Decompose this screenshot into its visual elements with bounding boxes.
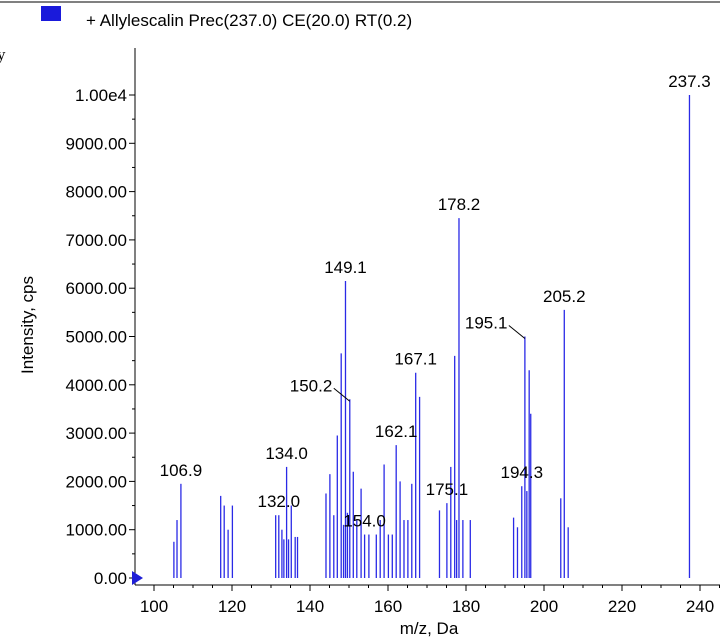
x-tick-label: 160 <box>374 597 402 616</box>
y-tick-label: 0.00 <box>94 569 127 588</box>
x-tick-label: 100 <box>140 597 168 616</box>
y-tick-label: 3000.00 <box>66 424 127 443</box>
y-tick-label: 5000.00 <box>66 328 127 347</box>
peak-label: 237.3 <box>668 72 711 91</box>
peak-label: 194.3 <box>500 463 543 482</box>
peak-label: 205.2 <box>543 287 586 306</box>
legend-swatch <box>41 6 61 21</box>
peak-label: 149.1 <box>324 258 367 277</box>
peak-label: 154.0 <box>343 512 386 531</box>
peak-label-leader <box>333 387 351 402</box>
x-axis-title: m/z, Da <box>400 619 459 638</box>
peak-label: 195.1 <box>465 314 508 333</box>
x-ticks: 100 120 140 160 180 200 220 240 <box>140 585 720 616</box>
peak-label: 162.1 <box>375 422 418 441</box>
peak-label: 167.1 <box>394 350 437 369</box>
peak-label: 150.2 <box>290 376 333 395</box>
legend: + Allylescalin Prec(237.0) CE(20.0) RT(0… <box>41 6 412 30</box>
peak-label-leader <box>508 325 526 339</box>
y-ticks: 0.00 1000.00 2000.00 3000.00 4000.00 5000.00 6… <box>66 86 135 588</box>
peak-label: 134.0 <box>265 444 308 463</box>
y-tick-label: 6000.00 <box>66 279 127 298</box>
legend-entry: + Allylescalin Prec(237.0) CE(20.0) RT(0… <box>86 11 412 30</box>
x-tick-label: 240 <box>686 597 714 616</box>
x-tick-label: 140 <box>296 597 324 616</box>
x-tick-label: 220 <box>608 597 636 616</box>
x-tick-label: 200 <box>530 597 558 616</box>
x-tick-label: 120 <box>218 597 246 616</box>
y-tick-label: 9000.00 <box>66 134 127 153</box>
peak-label: 178.2 <box>438 195 481 214</box>
peak-label: 106.9 <box>160 461 203 480</box>
clipped-fragment-text: y <box>0 45 6 64</box>
peak-bars <box>173 95 691 578</box>
y-tick-label: 1.00e4 <box>75 86 127 105</box>
peak-label: 132.0 <box>258 492 301 511</box>
peak-labels: 106.9 132.0 134.0 149.1 150.2 154.0 162.1 167.1… <box>160 72 711 531</box>
peak-label: 175.1 <box>426 480 469 499</box>
y-tick-label: 7000.00 <box>66 231 127 250</box>
y-tick-label: 2000.00 <box>66 472 127 491</box>
y-axis-title: Intensity, cps <box>18 276 37 374</box>
y-tick-label: 4000.00 <box>66 376 127 395</box>
y-tick-label: 8000.00 <box>66 183 127 202</box>
y-tick-label: 1000.00 <box>66 521 127 540</box>
origin-marker-icon[interactable] <box>132 571 143 585</box>
x-tick-label: 180 <box>452 597 480 616</box>
